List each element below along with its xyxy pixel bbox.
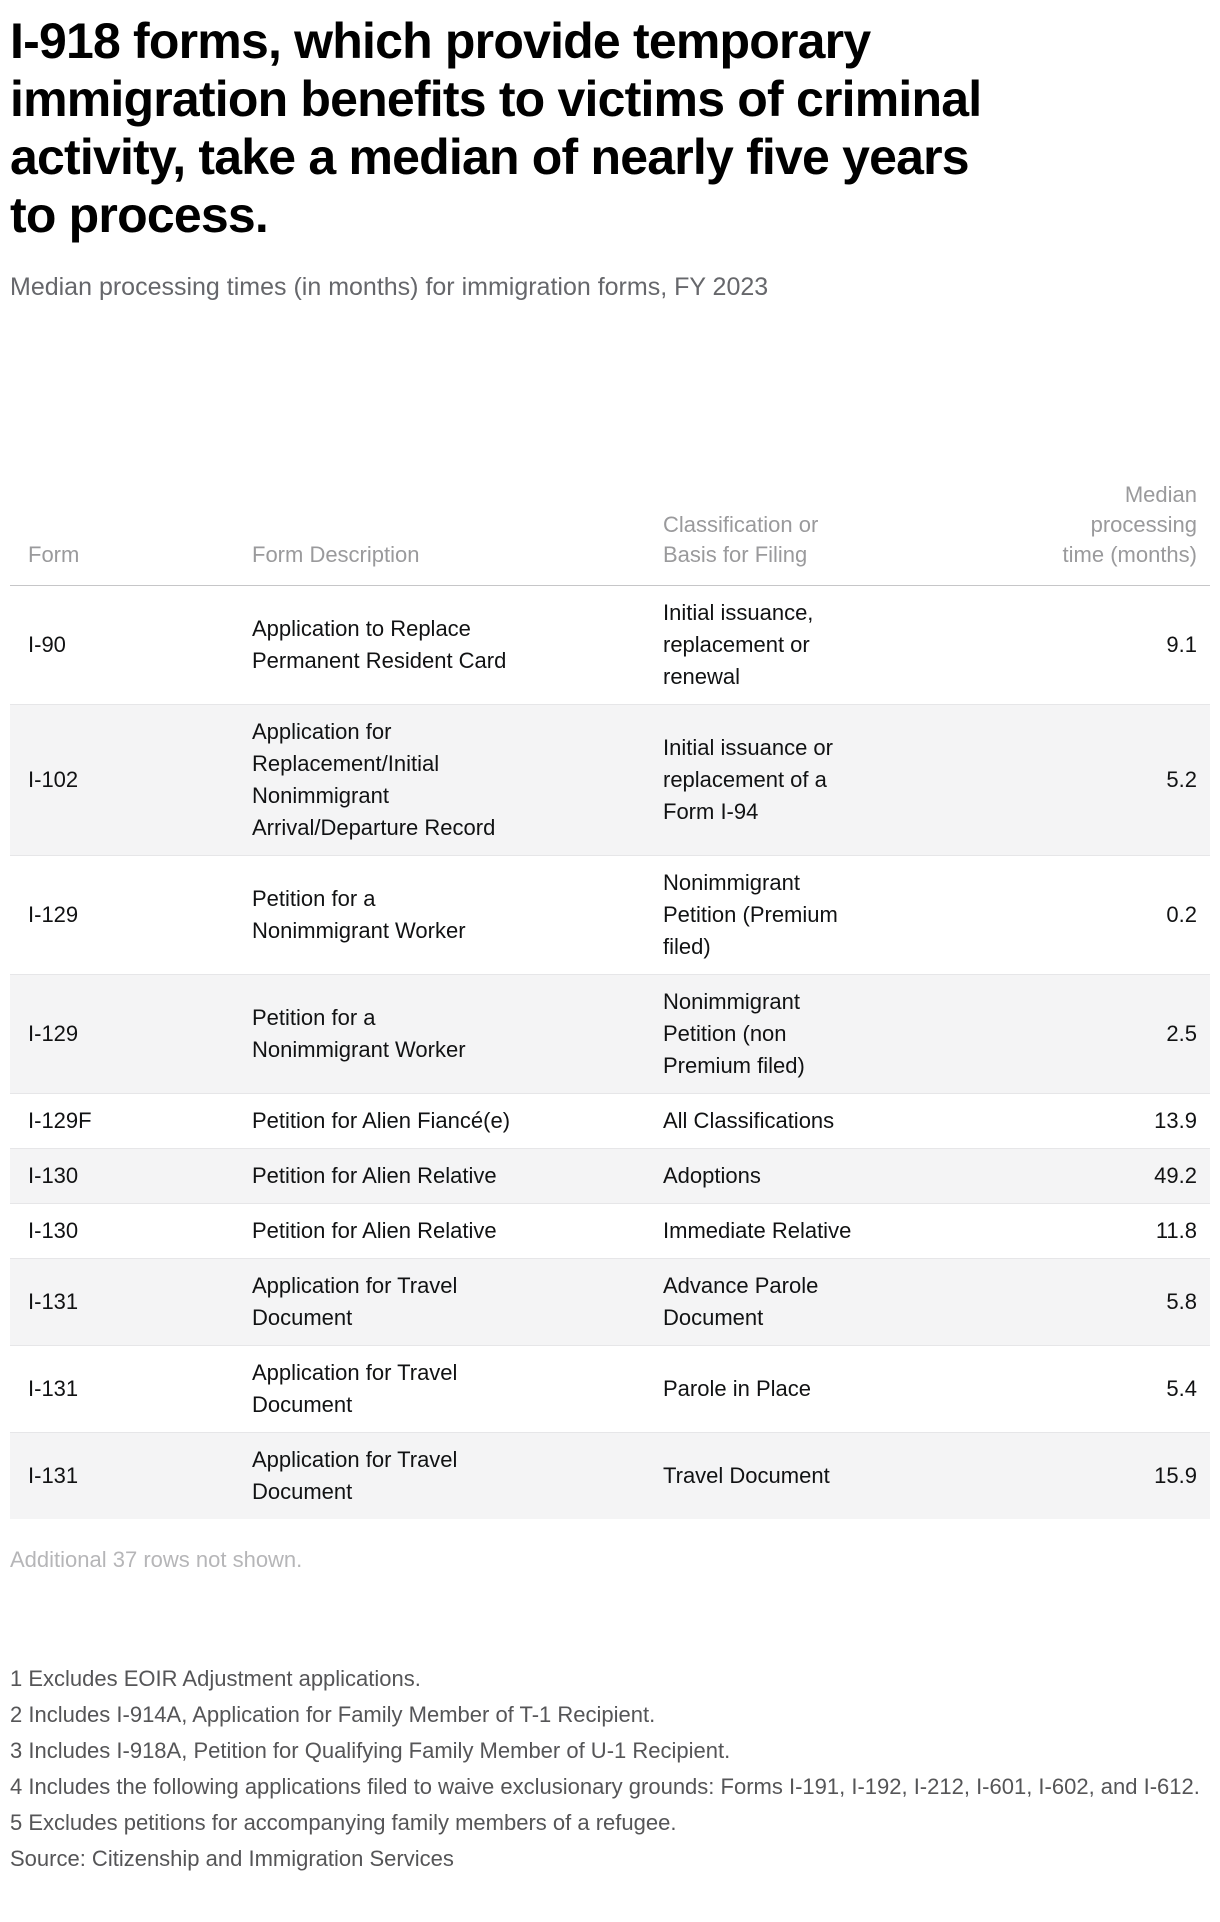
footnote: 2 Includes I-914A, Application for Famil… — [10, 1702, 656, 1727]
processing-times-table: Form Form Description Classification or … — [10, 480, 1210, 1519]
table-row: I-129 Petition for a Nonimmigrant Worker N… — [10, 855, 1210, 975]
table-row: I-131 Application for Travel Document Trav… — [10, 1432, 1210, 1519]
cell-description: Petition for a Nonimmigrant Worker — [252, 855, 663, 975]
cell-classification: Nonimmigrant Petition (non Premium filed… — [663, 974, 908, 1094]
table-row: I-130 Petition for Alien Relative Immediat… — [10, 1203, 1210, 1259]
footnote: 1 Excludes EOIR Adjustment applications. — [10, 1666, 421, 1691]
cell-median: 49.2 — [908, 1148, 1210, 1204]
source-line: Source: Citizenship and Immigration Serv… — [10, 1846, 454, 1871]
cell-form: I-131 — [10, 1258, 252, 1346]
cell-form: I-130 — [10, 1148, 252, 1204]
cell-classification: Travel Document — [663, 1432, 908, 1519]
table-row: I-102 Application for Replacement/Initial… — [10, 704, 1210, 856]
page-title: I-918 forms, which provide temporary imm… — [10, 13, 982, 243]
cell-median: 5.4 — [908, 1345, 1210, 1433]
column-header-median: Median processing time (months) — [908, 480, 1210, 586]
column-header-form: Form — [10, 480, 252, 586]
table-header-row: Form Form Description Classification or … — [10, 480, 1210, 586]
cell-description: Application for Travel Document — [252, 1345, 663, 1433]
cell-form: I-131 — [10, 1345, 252, 1433]
cell-median: 0.2 — [908, 855, 1210, 975]
footnote: 5 Excludes petitions for accompanying fa… — [10, 1810, 677, 1835]
cell-form: I-129F — [10, 1093, 252, 1149]
table-row: I-131 Application for Travel Document Paro… — [10, 1345, 1210, 1433]
cell-classification: Immediate Relative — [663, 1203, 908, 1259]
footnote: 3 Includes I-918A, Petition for Qualifyi… — [10, 1738, 731, 1763]
cell-median: 15.9 — [908, 1432, 1210, 1519]
column-header-classification: Classification or Basis for Filing — [663, 480, 908, 586]
footnote: 4 Includes the following applications fi… — [10, 1774, 1200, 1799]
cell-description: Petition for Alien Relative — [252, 1203, 663, 1259]
column-header-description: Form Description — [252, 480, 663, 586]
cell-description: Petition for a Nonimmigrant Worker — [252, 974, 663, 1094]
cell-description: Petition for Alien Relative — [252, 1148, 663, 1204]
table-row: I-130 Petition for Alien Relative Adoption… — [10, 1148, 1210, 1204]
cell-description: Application to Replace Permanent Residen… — [252, 616, 507, 673]
table-row: I-90 Application to Replace Permanent Res… — [10, 586, 1210, 705]
cell-classification: Initial issuance or replacement of a For… — [663, 704, 908, 856]
cell-description: Application for Travel Document — [252, 1432, 663, 1519]
cell-median: 5.2 — [908, 704, 1210, 856]
cell-median: 11.8 — [908, 1203, 1210, 1259]
cell-median: 9.1 — [1166, 632, 1197, 657]
cell-classification: Initial issuance, replacement or renewal — [663, 600, 814, 689]
page-subtitle: Median processing times (in months) for … — [10, 273, 769, 301]
truncation-note: Additional 37 rows not shown. — [10, 1547, 303, 1572]
cell-classification: Adoptions — [663, 1148, 908, 1204]
cell-description: Petition for Alien Fiancé(e) — [252, 1093, 663, 1149]
footnotes: 1 Excludes EOIR Adjustment applications.… — [10, 1661, 1210, 1877]
table-row: I-131 Application for Travel Document Adva… — [10, 1258, 1210, 1346]
table-row: I-129F Petition for Alien Fiancé(e) All Cl… — [10, 1093, 1210, 1149]
cell-form: I-90 — [28, 632, 66, 657]
cell-median: 5.8 — [908, 1258, 1210, 1346]
cell-description: Application for Replacement/Initial Noni… — [252, 704, 663, 856]
table-row: I-129 Petition for a Nonimmigrant Worker N… — [10, 974, 1210, 1094]
cell-form: I-129 — [10, 855, 252, 975]
cell-classification: All Classifications — [663, 1093, 908, 1149]
cell-classification: Parole in Place — [663, 1345, 908, 1433]
table-body: I-90 Application to Replace Permanent Res… — [10, 586, 1210, 1519]
cell-form: I-130 — [10, 1203, 252, 1259]
cell-classification: Advance Parole Document — [663, 1258, 908, 1346]
cell-median: 2.5 — [908, 974, 1210, 1094]
cell-form: I-102 — [10, 704, 252, 856]
cell-form: I-131 — [10, 1432, 252, 1519]
cell-median: 13.9 — [908, 1093, 1210, 1149]
cell-classification: Nonimmigrant Petition (Premium filed) — [663, 855, 908, 975]
table-header: Form Form Description Classification or … — [10, 480, 1210, 586]
cell-form: I-129 — [10, 974, 252, 1094]
cell-description: Application for Travel Document — [252, 1258, 663, 1346]
